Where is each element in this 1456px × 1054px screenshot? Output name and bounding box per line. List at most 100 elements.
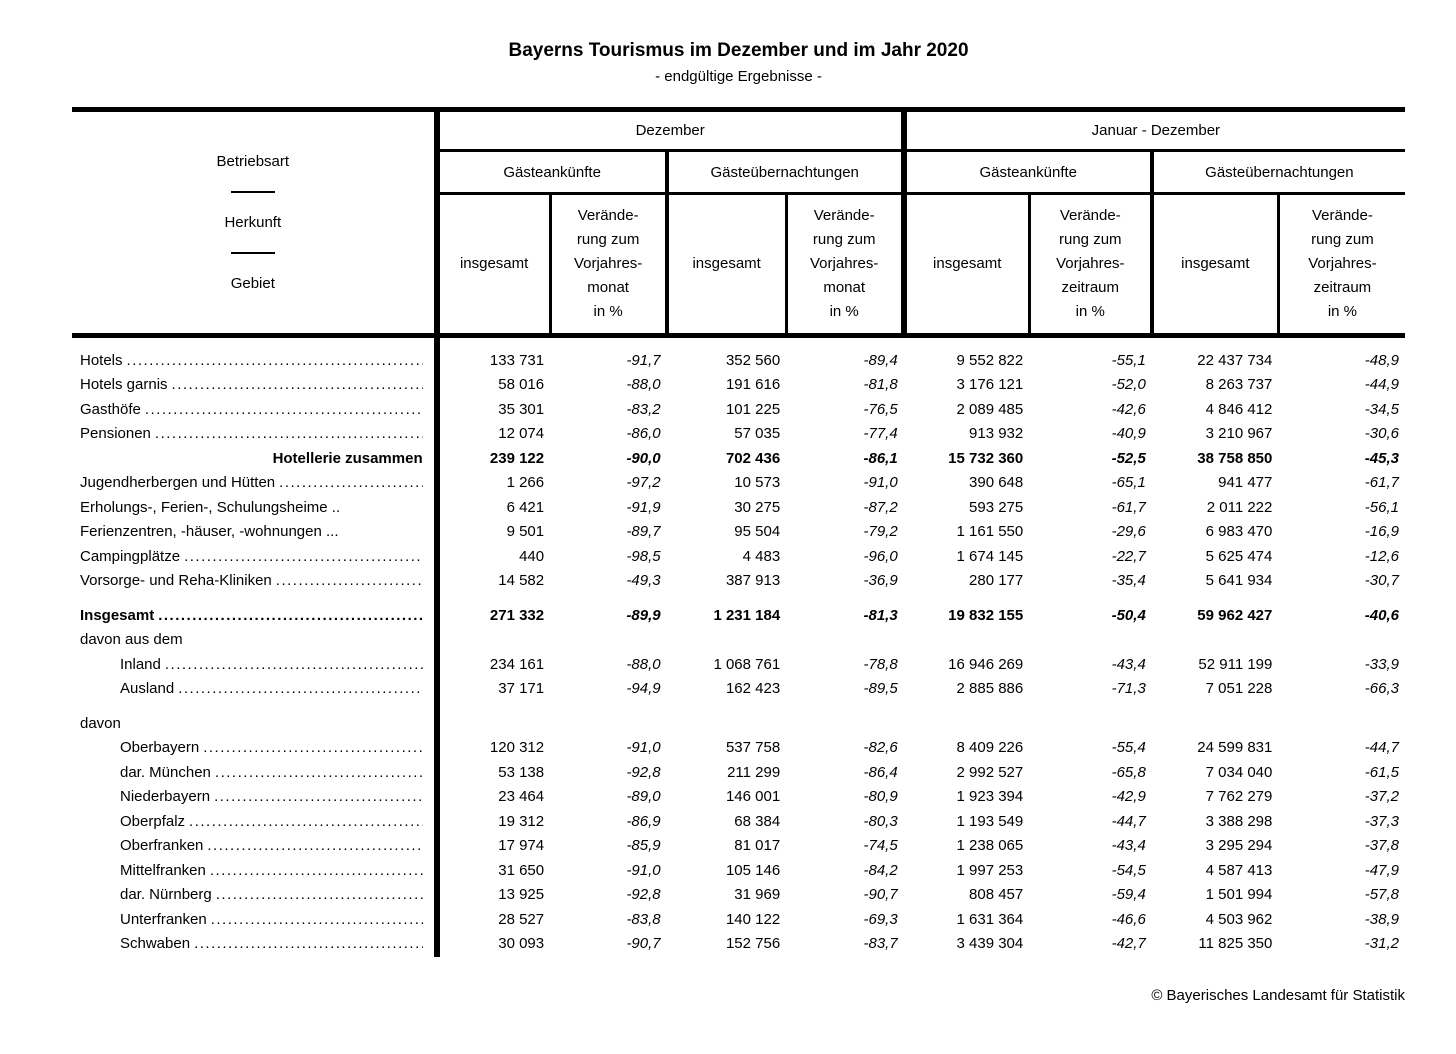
cell-value: 211 299 bbox=[727, 763, 781, 781]
cell-value: 913 932 bbox=[969, 425, 1024, 442]
table-row: davon bbox=[72, 711, 1405, 737]
cell-value: 1 501 994 bbox=[1205, 886, 1273, 903]
cell-value: 162 423 bbox=[725, 680, 781, 697]
cell-value: -12,6 bbox=[1364, 547, 1399, 565]
tourism-table: Betriebsart Herkunft Gebiet Dezember Jan… bbox=[72, 107, 1405, 957]
cell-empty bbox=[667, 712, 787, 737]
col-header-insgesamt: insgesamt bbox=[1151, 193, 1280, 338]
table-row: davon aus dem bbox=[72, 628, 1405, 653]
table-row: Insgesamt...............................… bbox=[72, 603, 1405, 628]
table-row: Inland..................................… bbox=[72, 652, 1405, 677]
cell-value: -52,5 bbox=[1111, 449, 1146, 467]
row-label-cell: Ferienzentren, -häuser, -wohnungen ... bbox=[72, 520, 440, 545]
group-header-ankuenfte-jd: Gästeankünfte bbox=[903, 150, 1154, 195]
spacer-label-cell bbox=[72, 593, 440, 604]
row-label: dar. Nürnberg bbox=[120, 886, 212, 903]
cell-value: -71,3 bbox=[1111, 680, 1146, 697]
cell-value: -83,7 bbox=[863, 935, 898, 952]
table-row: Campingplätze...........................… bbox=[72, 544, 1405, 569]
cell-value: 59 962 427 bbox=[1197, 606, 1273, 624]
dot-leader: ........................................… bbox=[275, 572, 423, 589]
table-row: Ferienzentren, -häuser, -wohnungen ... 9 … bbox=[72, 520, 1405, 545]
cell-value: 101 225 bbox=[725, 400, 781, 418]
cell-empty bbox=[1278, 628, 1405, 653]
cell-empty bbox=[904, 712, 1030, 737]
cell-value: -47,9 bbox=[1364, 861, 1399, 879]
cell-value: 387 913 bbox=[725, 572, 781, 589]
cell-empty bbox=[550, 712, 667, 737]
cell-value: 2 089 485 bbox=[956, 400, 1024, 418]
cell-value: -42,7 bbox=[1111, 935, 1146, 952]
cell-value: -46,6 bbox=[1111, 910, 1146, 928]
stub-inner: Betriebsart Herkunft Gebiet bbox=[72, 153, 434, 292]
cell-value: 1 674 145 bbox=[956, 547, 1024, 565]
cell-empty bbox=[786, 712, 904, 737]
cell-value: -91,0 bbox=[626, 739, 661, 756]
cell-value: -86,0 bbox=[626, 425, 661, 442]
row-label: Campingplätze bbox=[80, 547, 181, 565]
cell-value: -89,0 bbox=[626, 788, 661, 805]
row-label-cell: Hotels garnis...........................… bbox=[72, 373, 440, 398]
spacer-row bbox=[72, 701, 1405, 712]
cell-value: 12 074 bbox=[498, 425, 545, 442]
cell-value: -57,8 bbox=[1364, 886, 1399, 903]
cell-value: 593 275 bbox=[969, 498, 1024, 516]
cell-value: -88,0 bbox=[626, 376, 661, 393]
row-label: Ausland bbox=[120, 680, 175, 697]
cell-value: 537 758 bbox=[725, 739, 781, 756]
cell-value: 1 231 184 bbox=[713, 606, 781, 624]
cell-value: -76,5 bbox=[863, 400, 898, 418]
cell-value: -90,7 bbox=[626, 935, 661, 952]
cell-value: -83,8 bbox=[626, 910, 661, 928]
cell-value: 24 599 831 bbox=[1197, 739, 1273, 756]
cell-value: 35 301 bbox=[498, 400, 545, 418]
spacer-row bbox=[72, 593, 1405, 604]
cell-value: -43,4 bbox=[1111, 655, 1146, 673]
cell-empty bbox=[1152, 628, 1279, 653]
cell-empty bbox=[1029, 712, 1152, 737]
period-header-dezember: Dezember bbox=[436, 109, 907, 152]
cell-value: -97,2 bbox=[626, 474, 661, 491]
table-row: Vorsorge- und Reha-Kliniken.............… bbox=[72, 569, 1405, 594]
cell-value: -86,9 bbox=[626, 812, 661, 830]
cell-value: 17 974 bbox=[498, 837, 545, 854]
row-label: Unterfranken bbox=[120, 910, 207, 928]
cell-value: -65,1 bbox=[1111, 474, 1146, 491]
row-label: davon aus dem bbox=[80, 631, 183, 648]
cell-value: -87,2 bbox=[863, 498, 898, 516]
row-label: Oberpfalz bbox=[120, 812, 186, 830]
cell-value: 1 068 761 bbox=[713, 655, 781, 673]
spacer-label-cell bbox=[72, 335, 440, 349]
cell-value: 38 758 850 bbox=[1197, 449, 1273, 467]
cell-value: -44,7 bbox=[1364, 739, 1399, 756]
col-header-veraenderung: Verände- rung zum Vorjahres- zeitraum in… bbox=[1029, 193, 1154, 338]
cell-value: 1 161 550 bbox=[956, 523, 1024, 540]
cell-value: 30 275 bbox=[734, 498, 781, 516]
table-row: Unterfranken............................… bbox=[72, 907, 1405, 932]
table-row: Oberpfalz...............................… bbox=[72, 809, 1405, 834]
cell-value: -79,2 bbox=[863, 523, 898, 540]
row-label: Oberbayern bbox=[120, 739, 200, 756]
table-row: Erholungs-, Ferien-, Schulungsheime .. 6 … bbox=[72, 495, 1405, 520]
cell-value: 941 477 bbox=[1218, 474, 1273, 491]
cell-value: 30 093 bbox=[498, 935, 545, 952]
row-label-cell: Campingplätze...........................… bbox=[72, 544, 440, 569]
cell-value: 57 035 bbox=[734, 425, 781, 442]
cell-value: 105 146 bbox=[725, 861, 781, 879]
col-header-veraenderung: Verände- rung zum Vorjahres- monat in % bbox=[550, 193, 669, 338]
cell-value: 8 409 226 bbox=[956, 739, 1024, 756]
dot-leader: ........................................… bbox=[178, 680, 422, 697]
cell-empty bbox=[667, 628, 787, 653]
cell-value: -90,7 bbox=[863, 886, 898, 903]
cell-value: -89,4 bbox=[863, 351, 898, 369]
cell-value: 120 312 bbox=[489, 739, 545, 756]
row-label-cell: Jugendherbergen und Hütten..............… bbox=[72, 471, 440, 496]
cell-value: -30,6 bbox=[1364, 425, 1399, 442]
table-row: Ausland.................................… bbox=[72, 677, 1405, 702]
group-header-ankuenfte-dez: Gästeankünfte bbox=[436, 150, 669, 195]
row-label: Niederbayern bbox=[120, 788, 211, 805]
cell-value: -81,8 bbox=[863, 376, 898, 393]
cell-value: -98,5 bbox=[626, 547, 661, 565]
dot-leader: ........................................… bbox=[194, 935, 423, 952]
cell-value: 3 295 294 bbox=[1205, 837, 1273, 854]
